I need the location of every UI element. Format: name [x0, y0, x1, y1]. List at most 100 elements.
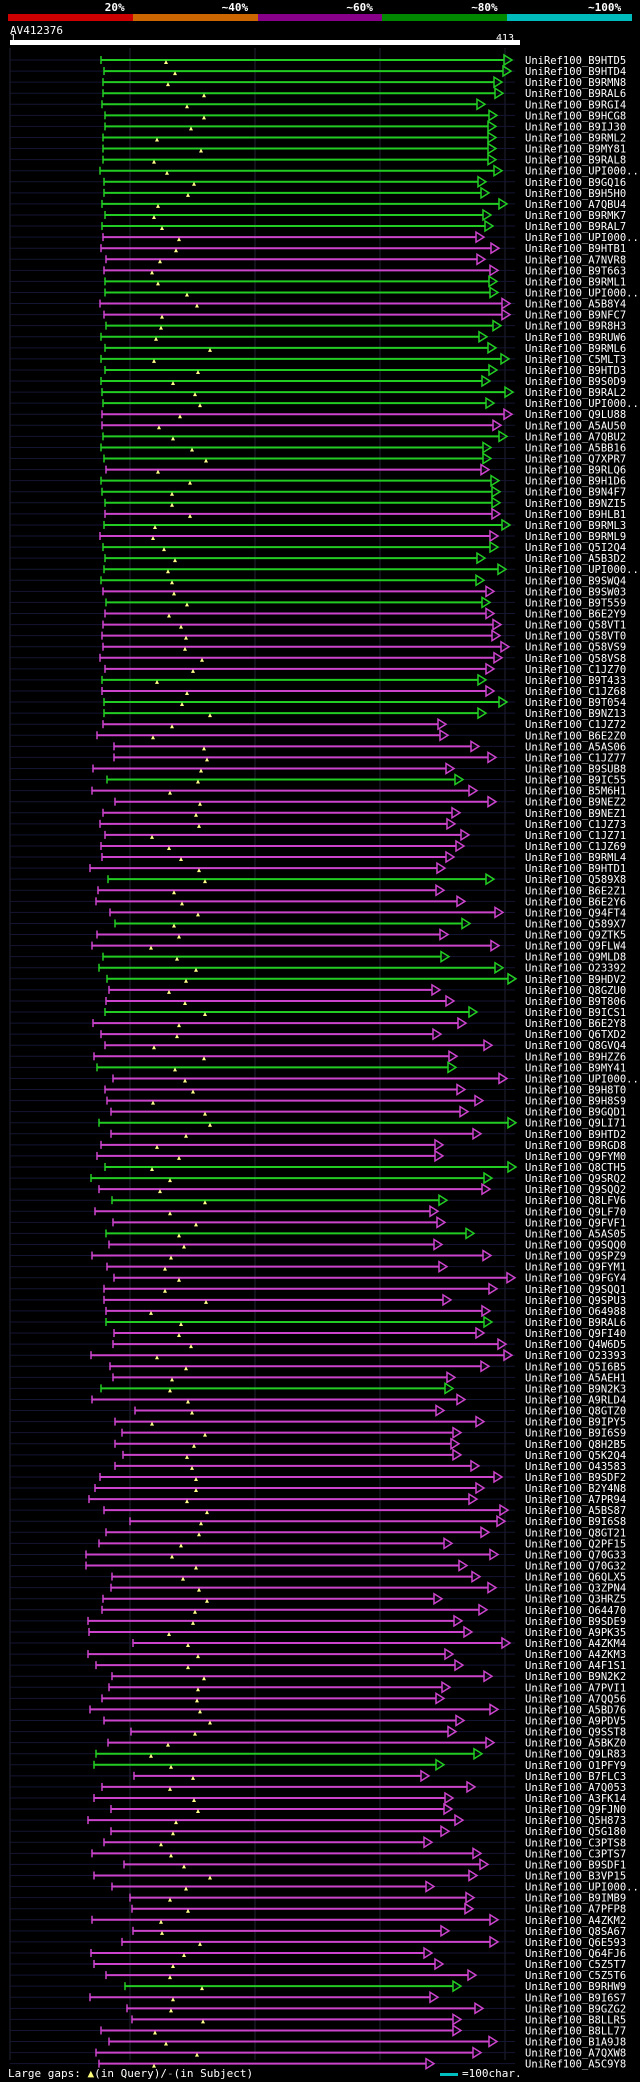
- hit-label[interactable]: UniRef100_O64988: [525, 1306, 626, 1318]
- hit-label[interactable]: UniRef100_Q8CTH5: [525, 1162, 626, 1174]
- hit-label[interactable]: UniRef100_Q9MLD8: [525, 952, 626, 964]
- hit-label[interactable]: UniRef100_Q7XPR7: [525, 454, 626, 466]
- hit-label[interactable]: UniRef100_C3PTS7: [525, 1848, 626, 1860]
- hit-label[interactable]: UniRef100_A9PK35: [525, 1627, 626, 1639]
- hit-label[interactable]: UniRef100_UPI000..: [525, 287, 639, 299]
- hit-label[interactable]: UniRef100_Q5K2Q4: [525, 1450, 626, 1462]
- hit-label[interactable]: UniRef100_Q9SQQ2: [525, 1184, 626, 1196]
- hit-label[interactable]: UniRef100_A4ZKM4: [525, 1638, 626, 1650]
- hit-label[interactable]: UniRef100_A4ZKM2: [525, 1915, 626, 1927]
- hit-label[interactable]: UniRef100_B9RUW6: [525, 332, 626, 344]
- hit-label[interactable]: UniRef100_A5AEH1: [525, 1372, 626, 1384]
- hit-label[interactable]: UniRef100_A3FK14: [525, 1793, 626, 1805]
- hit-label[interactable]: UniRef100_Q6QLX5: [525, 1572, 626, 1584]
- hit-label[interactable]: UniRef100_B1A9J8: [525, 2037, 626, 2049]
- hit-label[interactable]: UniRef100_B6E2Z0: [525, 730, 626, 742]
- hit-label[interactable]: UniRef100_Q9LU88: [525, 409, 626, 421]
- hit-label[interactable]: UniRef100_A5BB16: [525, 442, 626, 454]
- hit-label[interactable]: UniRef100_A4ZKM3: [525, 1649, 626, 1661]
- hit-label[interactable]: UniRef100_Q9SQQ1: [525, 1284, 626, 1296]
- hit-label[interactable]: UniRef100_C1JZ71: [525, 830, 626, 842]
- hit-label[interactable]: UniRef100_O23392: [525, 963, 626, 975]
- hit-label[interactable]: UniRef100_Q9LI71: [525, 1118, 626, 1130]
- hit-label[interactable]: UniRef100_B9RML6: [525, 343, 626, 355]
- hit-label[interactable]: UniRef100_A4F1S1: [525, 1660, 626, 1672]
- hit-label[interactable]: UniRef100_A9RLD4: [525, 1394, 626, 1406]
- hit-label[interactable]: UniRef100_A7QXW8: [525, 2048, 626, 2060]
- hit-label[interactable]: UniRef100_B9IC55: [525, 775, 626, 787]
- hit-label[interactable]: UniRef100_B7FLC3: [525, 1771, 626, 1783]
- hit-label[interactable]: UniRef100_B9N4F7: [525, 487, 626, 499]
- hit-label[interactable]: UniRef100_B5M6H1: [525, 786, 626, 798]
- hit-label[interactable]: UniRef100_B9HTB1: [525, 243, 626, 255]
- hit-label[interactable]: UniRef100_O64470: [525, 1605, 626, 1617]
- hit-label[interactable]: UniRef100_Q589X7: [525, 918, 626, 930]
- hit-label[interactable]: UniRef100_B9T433: [525, 675, 626, 687]
- hit-label[interactable]: UniRef100_C5Z5T7: [525, 1959, 626, 1971]
- hit-label[interactable]: UniRef100_A7Q053: [525, 1782, 626, 1794]
- hit-label[interactable]: UniRef100_B9RAL8: [525, 155, 626, 167]
- hit-label[interactable]: UniRef100_Q9SPU3: [525, 1295, 626, 1307]
- hit-label[interactable]: UniRef100_Q4W6D5: [525, 1339, 626, 1351]
- hit-label[interactable]: UniRef100_Q9FVF1: [525, 1217, 626, 1229]
- hit-label[interactable]: UniRef100_B9T559: [525, 597, 626, 609]
- hit-label[interactable]: UniRef100_B9HTD5: [525, 55, 626, 67]
- hit-label[interactable]: UniRef100_Q5G180: [525, 1826, 626, 1838]
- hit-label[interactable]: UniRef100_B9IJ30: [525, 121, 626, 133]
- hit-label[interactable]: UniRef100_B9R8H3: [525, 321, 626, 333]
- hit-label[interactable]: UniRef100_Q9LR83: [525, 1749, 626, 1761]
- hit-label[interactable]: UniRef100_Q58VT0: [525, 631, 626, 643]
- hit-label[interactable]: UniRef100_UPI000..: [525, 232, 639, 244]
- hit-label[interactable]: UniRef100_A7QBU2: [525, 431, 626, 443]
- hit-label[interactable]: UniRef100_B9T806: [525, 996, 626, 1008]
- hit-label[interactable]: UniRef100_B9HZZ6: [525, 1051, 626, 1063]
- hit-label[interactable]: UniRef100_Q5I2Q4: [525, 542, 626, 554]
- hit-label[interactable]: UniRef100_Q8H2B5: [525, 1439, 626, 1451]
- hit-label[interactable]: UniRef100_A7PR94: [525, 1494, 626, 1506]
- hit-label[interactable]: UniRef100_B9RML4: [525, 852, 626, 864]
- hit-label[interactable]: UniRef100_B9H5H0: [525, 188, 626, 200]
- hit-label[interactable]: UniRef100_A7NVR8: [525, 254, 626, 266]
- hit-label[interactable]: UniRef100_A5AS05: [525, 1228, 626, 1240]
- hit-label[interactable]: UniRef100_B9SDE9: [525, 1616, 626, 1628]
- hit-label[interactable]: UniRef100_B8LLR5: [525, 2014, 626, 2026]
- hit-label[interactable]: UniRef100_B9RGI4: [525, 99, 626, 111]
- hit-label[interactable]: UniRef100_Q9SST8: [525, 1727, 626, 1739]
- hit-label[interactable]: UniRef100_B2Y4N8: [525, 1483, 626, 1495]
- hit-label[interactable]: UniRef100_Q5H873: [525, 1815, 626, 1827]
- hit-label[interactable]: UniRef100_Q3HRZ5: [525, 1594, 626, 1606]
- hit-label[interactable]: UniRef100_B9HLB1: [525, 509, 626, 521]
- hit-label[interactable]: UniRef100_B9MY81: [525, 144, 626, 156]
- hit-label[interactable]: UniRef100_Q8SA67: [525, 1926, 626, 1938]
- hit-label[interactable]: UniRef100_B9SW03: [525, 586, 626, 598]
- hit-label[interactable]: UniRef100_B9RML3: [525, 520, 626, 532]
- hit-label[interactable]: UniRef100_Q589X8: [525, 874, 626, 886]
- hit-label[interactable]: UniRef100_Q9SRQ2: [525, 1173, 626, 1185]
- hit-label[interactable]: UniRef100_B9SWQ4: [525, 575, 626, 587]
- hit-label[interactable]: UniRef100_C5Z5T6: [525, 1970, 626, 1982]
- hit-label[interactable]: UniRef100_C3PTS8: [525, 1837, 626, 1849]
- hit-label[interactable]: UniRef100_A9PDV5: [525, 1716, 626, 1728]
- hit-label[interactable]: UniRef100_Q9FI40: [525, 1328, 626, 1340]
- hit-label[interactable]: UniRef100_Q58VS9: [525, 642, 626, 654]
- hit-label[interactable]: UniRef100_A5BD76: [525, 1704, 626, 1716]
- hit-label[interactable]: UniRef100_C1JZ69: [525, 841, 626, 853]
- hit-label[interactable]: UniRef100_C5MLT3: [525, 354, 626, 366]
- hit-label[interactable]: UniRef100_B9NEZ1: [525, 808, 626, 820]
- hit-label[interactable]: UniRef100_B9IMB9: [525, 1893, 626, 1905]
- hit-label[interactable]: UniRef100_Q9SPZ9: [525, 1251, 626, 1263]
- hit-label[interactable]: UniRef100_B9RAL6: [525, 1317, 626, 1329]
- hit-label[interactable]: UniRef100_A5C9Y8: [525, 2059, 626, 2071]
- hit-label[interactable]: UniRef100_Q8GVQ4: [525, 1040, 626, 1052]
- hit-label[interactable]: UniRef100_B9ICS1: [525, 1007, 626, 1019]
- hit-label[interactable]: UniRef100_B9HCG8: [525, 110, 626, 122]
- hit-label[interactable]: UniRef100_Q64FJ6: [525, 1948, 626, 1960]
- hit-label[interactable]: UniRef100_B9RML1: [525, 276, 626, 288]
- hit-label[interactable]: UniRef100_Q5I6B5: [525, 1361, 626, 1373]
- hit-label[interactable]: UniRef100_Q8LFV6: [525, 1195, 626, 1207]
- hit-label[interactable]: UniRef100_Q8GZU0: [525, 985, 626, 997]
- hit-label[interactable]: UniRef100_B9HDV2: [525, 974, 626, 986]
- hit-label[interactable]: UniRef100_UPI000..: [525, 564, 639, 576]
- hit-label[interactable]: UniRef100_B9T663: [525, 265, 626, 277]
- hit-label[interactable]: UniRef100_UPI000..: [525, 398, 639, 410]
